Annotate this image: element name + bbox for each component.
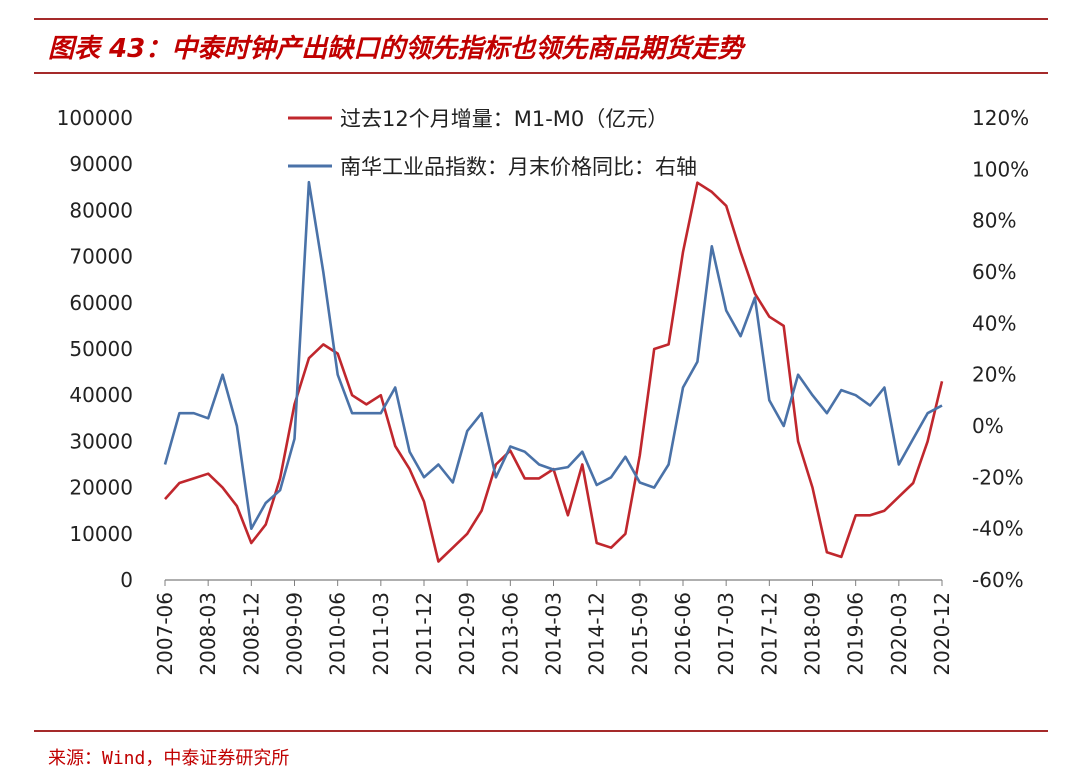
left-axis-tick-label: 70000 (69, 245, 133, 269)
right-axis-tick-label: 40% (972, 311, 1016, 335)
left-axis-tick-label: 90000 (69, 152, 133, 176)
x-axis-tick-label: 2013-06 (498, 592, 522, 676)
right-axis-tick-label: -20% (972, 465, 1024, 489)
x-axis-tick-label: 2020-12 (930, 592, 954, 676)
x-axis-tick-label: 2015-09 (628, 592, 652, 676)
right-axis-tick-label: -40% (972, 517, 1024, 541)
bottom-rule (34, 730, 1048, 732)
legend-label: 南华工业品指数：月末价格同比：右轴 (340, 155, 697, 179)
x-axis-tick-label: 2008-12 (239, 592, 263, 676)
right-axis-tick-label: 20% (972, 363, 1016, 387)
source-note: 来源：Wind，中泰证券研究所 (48, 748, 290, 769)
left-axis-tick-label: 10000 (69, 522, 133, 546)
right-axis-tick-label: 0% (972, 414, 1004, 438)
legend: 过去12个月增量：M1-M0（亿元） 南华工业品指数：月末价格同比：右轴 (288, 107, 697, 179)
x-axis-tick-label: 2011-12 (412, 592, 436, 676)
left-axis-tick-label: 20000 (69, 476, 133, 500)
series-line-m1-m0 (164, 181, 944, 563)
top-rule (34, 18, 1048, 20)
series-line-nanhua-industrial (163, 180, 943, 531)
x-axis-tick-label: 2009-09 (283, 592, 307, 676)
legend-label: 过去12个月增量：M1-M0（亿元） (340, 107, 668, 131)
x-axis-tick-label: 2020-03 (887, 592, 911, 676)
x-axis-tick-label: 2014-03 (542, 592, 566, 676)
left-axis-tick-label: 50000 (69, 337, 133, 361)
left-axis-tick-label: 60000 (69, 291, 133, 315)
x-axis-tick-label: 2011-03 (369, 592, 393, 676)
left-axis-tick-label: 80000 (69, 198, 133, 222)
left-axis-tick-label: 30000 (69, 429, 133, 453)
x-axis-tick-label: 2008-03 (196, 592, 220, 676)
x-axis-tick-label: 2017-12 (757, 592, 781, 676)
right-axis-tick-label: -60% (972, 568, 1024, 592)
x-axis-tick-label: 2014-12 (585, 592, 609, 676)
right-axis-tick-label: 100% (972, 157, 1029, 181)
x-axis-tick-label: 2007-06 (153, 592, 177, 676)
x-axis-tick-label: 2019-06 (844, 592, 868, 676)
right-axis-tick-label: 80% (972, 209, 1016, 233)
x-axis-tick-label: 2010-06 (326, 592, 350, 676)
title-rule (34, 72, 1048, 74)
left-axis-tick-label: 0 (120, 568, 133, 592)
axes: 0 10000 20000 30000 40000 50000 60000 70000 8000… (57, 106, 1030, 676)
left-axis-tick-label: 100000 (57, 106, 133, 130)
series-lines (163, 180, 944, 563)
right-axis-tick-label: 60% (972, 260, 1016, 284)
x-axis-tick-label: 2017-03 (714, 592, 738, 676)
dual-axis-line-chart: 0 10000 20000 30000 40000 50000 60000 70000 8000… (57, 106, 1030, 676)
chart-figure-title: 图表 43：中泰时钟产出缺口的领先指标也领先商品期货走势 (48, 34, 744, 64)
right-axis-tick-label: 120% (972, 106, 1029, 130)
left-axis-tick-label: 40000 (69, 383, 133, 407)
x-axis-tick-label: 2016-06 (671, 592, 695, 676)
x-axis-tick-label: 2012-09 (455, 592, 479, 676)
x-axis-tick-label: 2018-09 (801, 592, 825, 676)
